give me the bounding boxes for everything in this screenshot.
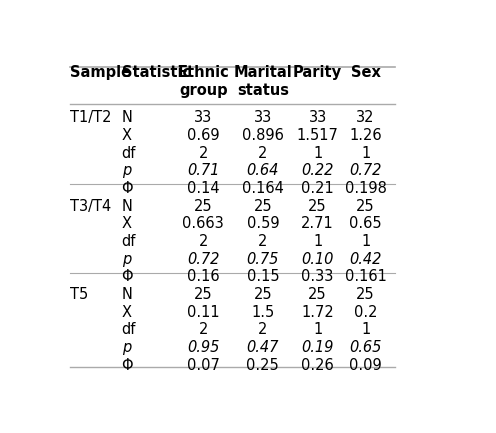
Text: 1: 1 xyxy=(313,145,322,161)
Text: 2: 2 xyxy=(198,234,208,249)
Text: 1.517: 1.517 xyxy=(297,128,339,143)
Text: df: df xyxy=(122,322,136,337)
Text: Φ: Φ xyxy=(122,358,133,373)
Text: T5: T5 xyxy=(69,287,88,302)
Text: 0.26: 0.26 xyxy=(301,358,334,373)
Text: Sex: Sex xyxy=(351,65,380,80)
Text: N: N xyxy=(122,199,132,213)
Text: Marital
status: Marital status xyxy=(234,65,292,98)
Text: 0.42: 0.42 xyxy=(350,252,382,267)
Text: 1.5: 1.5 xyxy=(251,305,274,320)
Text: Φ: Φ xyxy=(122,181,133,196)
Text: 0.69: 0.69 xyxy=(187,128,220,143)
Text: 32: 32 xyxy=(357,110,375,125)
Text: 33: 33 xyxy=(309,110,327,125)
Text: 25: 25 xyxy=(356,199,375,213)
Text: 0.47: 0.47 xyxy=(247,340,279,355)
Text: 25: 25 xyxy=(253,199,272,213)
Text: 0.07: 0.07 xyxy=(187,358,220,373)
Text: 0.10: 0.10 xyxy=(302,252,334,267)
Text: 25: 25 xyxy=(194,199,213,213)
Text: 1: 1 xyxy=(361,234,371,249)
Text: 0.19: 0.19 xyxy=(302,340,334,355)
Text: 2: 2 xyxy=(258,145,267,161)
Text: 0.15: 0.15 xyxy=(247,269,279,284)
Text: 33: 33 xyxy=(194,110,212,125)
Text: df: df xyxy=(122,145,136,161)
Text: 0.25: 0.25 xyxy=(247,358,279,373)
Text: 1: 1 xyxy=(361,145,371,161)
Text: 0.64: 0.64 xyxy=(247,163,279,178)
Text: 25: 25 xyxy=(356,287,375,302)
Text: N: N xyxy=(122,287,132,302)
Text: 0.2: 0.2 xyxy=(354,305,377,320)
Text: 0.33: 0.33 xyxy=(302,269,334,284)
Text: 2: 2 xyxy=(258,322,267,337)
Text: 0.16: 0.16 xyxy=(187,269,220,284)
Text: T1/T2: T1/T2 xyxy=(69,110,111,125)
Text: 2: 2 xyxy=(258,234,267,249)
Text: 1: 1 xyxy=(313,322,322,337)
Text: 1.26: 1.26 xyxy=(349,128,382,143)
Text: 0.72: 0.72 xyxy=(350,163,382,178)
Text: T3/T4: T3/T4 xyxy=(69,199,111,213)
Text: Φ: Φ xyxy=(122,269,133,284)
Text: 0.75: 0.75 xyxy=(247,252,279,267)
Text: 0.21: 0.21 xyxy=(301,181,334,196)
Text: 0.65: 0.65 xyxy=(350,340,382,355)
Text: 0.71: 0.71 xyxy=(187,163,219,178)
Text: N: N xyxy=(122,110,132,125)
Text: 0.59: 0.59 xyxy=(247,216,279,231)
Text: 25: 25 xyxy=(309,199,327,213)
Text: 1: 1 xyxy=(313,234,322,249)
Text: 0.09: 0.09 xyxy=(349,358,382,373)
Text: 2: 2 xyxy=(198,145,208,161)
Text: df: df xyxy=(122,234,136,249)
Text: 25: 25 xyxy=(194,287,213,302)
Text: Statistic: Statistic xyxy=(122,65,190,80)
Text: 1: 1 xyxy=(361,322,371,337)
Text: 2: 2 xyxy=(198,322,208,337)
Text: 0.14: 0.14 xyxy=(187,181,220,196)
Text: p: p xyxy=(122,252,131,267)
Text: 0.22: 0.22 xyxy=(302,163,334,178)
Text: Ethnic
group: Ethnic group xyxy=(178,65,229,98)
Text: 0.72: 0.72 xyxy=(187,252,219,267)
Text: 0.663: 0.663 xyxy=(183,216,224,231)
Text: Sample: Sample xyxy=(69,65,131,80)
Text: 25: 25 xyxy=(253,287,272,302)
Text: 0.198: 0.198 xyxy=(345,181,386,196)
Text: 0.161: 0.161 xyxy=(345,269,386,284)
Text: 25: 25 xyxy=(309,287,327,302)
Text: 0.65: 0.65 xyxy=(349,216,382,231)
Text: 0.95: 0.95 xyxy=(187,340,219,355)
Text: 0.896: 0.896 xyxy=(242,128,284,143)
Text: 2.71: 2.71 xyxy=(301,216,334,231)
Text: 0.164: 0.164 xyxy=(242,181,284,196)
Text: X: X xyxy=(122,216,131,231)
Text: p: p xyxy=(122,340,131,355)
Text: Parity: Parity xyxy=(293,65,342,80)
Text: 0.11: 0.11 xyxy=(187,305,220,320)
Text: 1.72: 1.72 xyxy=(301,305,334,320)
Text: p: p xyxy=(122,163,131,178)
Text: X: X xyxy=(122,128,131,143)
Text: 33: 33 xyxy=(254,110,272,125)
Text: X: X xyxy=(122,305,131,320)
